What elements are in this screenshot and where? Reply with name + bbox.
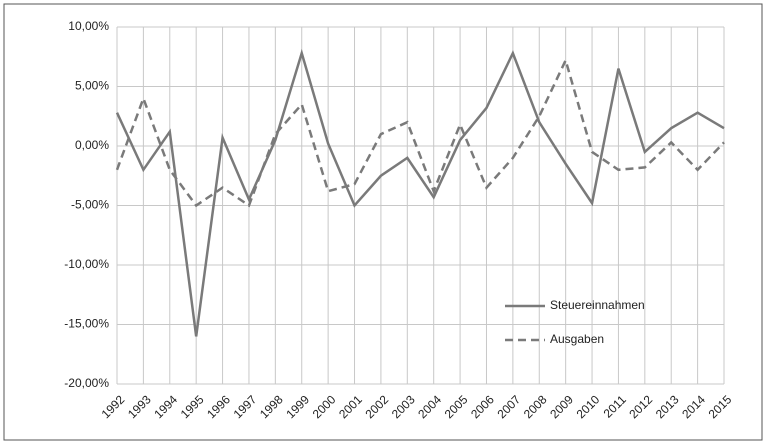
x-tick-label: 2007 [494,392,523,421]
x-tick-label: 2000 [310,392,339,421]
x-tick-label: 1992 [99,392,128,421]
line-series [115,56,725,208]
x-tick-label: 1995 [178,392,207,421]
y-tick-label: 5,00% [75,79,109,93]
line-series [115,48,725,337]
chart-frame [3,3,763,441]
legend-label: Steuereinnahmen [550,298,645,312]
x-tick-label: 2015 [706,392,735,421]
y-tick-label: -5,00% [71,198,109,212]
x-tick-label: 2005 [442,392,471,421]
y-tick-label: 10,00% [68,19,109,33]
x-tick-label: 2004 [415,392,444,421]
x-tick-label: 1998 [257,392,286,421]
y-tick-label: -20,00% [64,376,109,390]
x-tick-label: 1994 [151,392,180,421]
x-tick-label: 2013 [653,392,682,421]
x-tick-label: 2010 [574,392,603,421]
x-tick-label: 2008 [521,392,550,421]
y-tick-label: -15,00% [64,317,109,331]
x-tick-label: 2001 [336,392,365,421]
legend-label: Ausgaben [550,332,604,346]
y-tick-label: -10,00% [64,257,109,271]
x-tick-label: 2011 [601,392,629,420]
x-tick-label: 1993 [125,392,154,421]
x-tick-label: 2002 [362,392,391,421]
x-tick-label: 2014 [679,392,708,421]
x-tick-label: 1996 [204,392,233,421]
x-tick-label: 2012 [626,392,655,421]
x-tick-label: 1999 [283,392,312,421]
x-tick-label: 1997 [231,392,260,421]
x-tick-label: 2003 [389,392,418,421]
x-tick-label: 2009 [547,392,576,421]
y-tick-label: 0,00% [75,138,109,152]
x-tick-label: 2006 [468,392,497,421]
